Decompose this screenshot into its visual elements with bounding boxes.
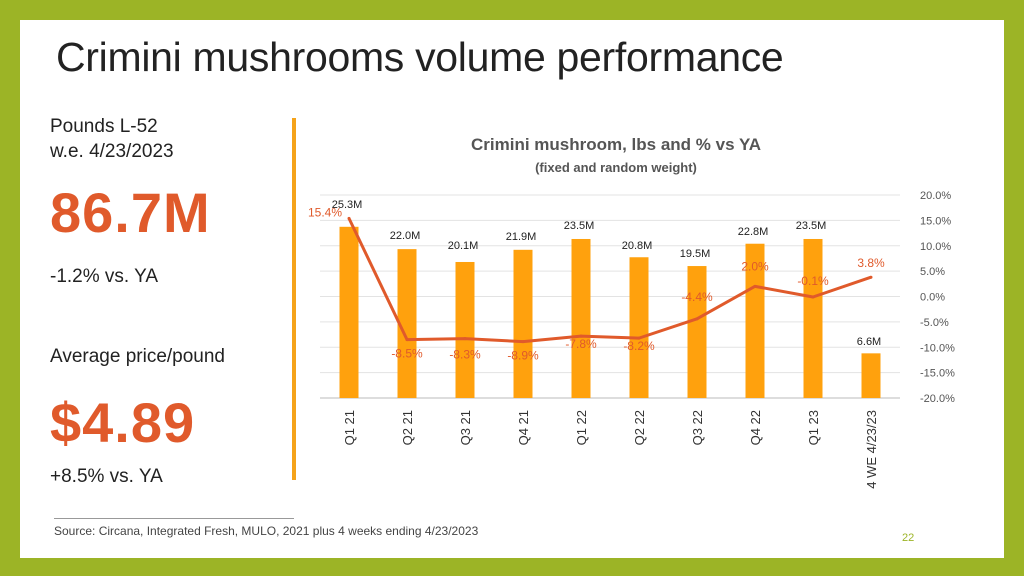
pct-value-label: -0.1% (797, 274, 829, 288)
bar (339, 226, 359, 398)
pounds-label: Pounds L-52 (50, 116, 158, 137)
source-note: Source: Circana, Integrated Fresh, MULO,… (54, 524, 479, 538)
pct-point (811, 295, 815, 299)
bar-value-label: 23.5M (564, 220, 595, 232)
pct-value-label: -4.4% (681, 290, 713, 304)
pct-value-label: -7.8% (565, 337, 597, 351)
x-axis-tick: Q4 22 (748, 410, 763, 445)
x-axis-tick: Q4 21 (516, 410, 531, 445)
bar (513, 249, 533, 398)
pct-value-label: 3.8% (857, 256, 885, 270)
slide: Crimini mushrooms volume performance Pou… (20, 20, 1004, 558)
bar-value-label: 22.8M (738, 226, 769, 238)
pct-point (695, 317, 699, 321)
bar (397, 249, 417, 398)
bar-value-label: 21.9M (506, 231, 537, 243)
right-axis-tick: 5.0% (920, 266, 945, 278)
right-axis-tick: 15.0% (920, 215, 951, 227)
pct-line (347, 217, 872, 344)
bar (571, 238, 591, 398)
pounds-change: -1.2% vs. YA (50, 266, 159, 287)
bar (803, 238, 823, 398)
bar-value-label: 19.5M (680, 248, 711, 260)
price-label: Average price/pound (50, 346, 225, 367)
bar-value-label: 20.8M (622, 240, 653, 252)
x-axis-tick: Q1 22 (574, 410, 589, 445)
bar-value-label: 22.0M (390, 230, 421, 242)
bar (629, 257, 649, 398)
x-axis-tick: Q1 23 (806, 410, 821, 445)
bar-value-label: 25.3M (332, 199, 363, 211)
page-number: 22 (902, 532, 915, 544)
pct-value-label: -8.3% (449, 348, 481, 362)
x-axis-tick: Q3 21 (458, 410, 473, 445)
bar-value-label: 20.1M (448, 240, 479, 252)
chart-subtitle: (fixed and random weight) (535, 160, 697, 175)
pct-point (405, 338, 409, 342)
right-axis-tick: -15.0% (920, 368, 955, 380)
pct-value-label: -8.9% (507, 349, 539, 363)
pct-point (347, 216, 351, 220)
right-axis-tick: 20.0% (920, 190, 951, 202)
bar (455, 261, 475, 398)
pct-point (869, 275, 873, 279)
pct-value-label: -8.5% (391, 347, 423, 361)
pct-value-label: -8.2% (623, 339, 655, 353)
x-axis-tick: Q1 21 (342, 410, 357, 445)
x-axis-tick: Q2 22 (632, 410, 647, 445)
price-change: +8.5% vs. YA (50, 466, 163, 487)
accent-divider (292, 118, 296, 480)
pct-point (637, 336, 641, 340)
right-axis-tick: 10.0% (920, 241, 951, 253)
chart: Crimini mushroom, lbs and % vs YA (fixed… (308, 135, 955, 489)
pounds-period: w.e. 4/23/2023 (50, 141, 174, 162)
x-axis-tick: Q2 21 (400, 410, 415, 445)
pct-point (753, 284, 757, 288)
bar (861, 353, 881, 398)
right-axis-tick: -20.0% (920, 393, 955, 405)
x-axis-tick: Q3 22 (690, 410, 705, 445)
bar (687, 266, 707, 398)
right-axis-tick: 0.0% (920, 292, 945, 304)
pct-value-label: 2.0% (741, 259, 769, 273)
source-divider (54, 518, 294, 519)
pct-point (579, 334, 583, 338)
price-value: $4.89 (50, 391, 196, 454)
right-axis-tick: -10.0% (920, 342, 955, 354)
pct-point (463, 337, 467, 341)
right-axis-tick: -5.0% (920, 317, 949, 329)
x-axis-tick: 4 WE 4/23/23 (864, 410, 879, 489)
pounds-value: 86.7M (50, 181, 211, 244)
bar (745, 243, 765, 398)
page-title: Crimini mushrooms volume performance (56, 34, 784, 80)
bar-value-label: 6.6M (857, 336, 881, 348)
bar-value-label: 23.5M (796, 220, 827, 232)
chart-title: Crimini mushroom, lbs and % vs YA (471, 135, 761, 154)
pct-value-label: 15.4% (308, 205, 342, 219)
pct-point (521, 340, 525, 344)
